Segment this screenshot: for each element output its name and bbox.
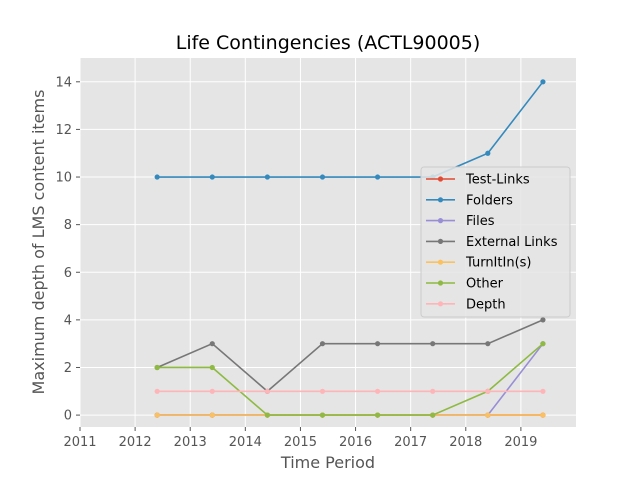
data-point — [264, 174, 270, 180]
x-axis-label: Time Period — [280, 453, 375, 472]
data-point — [540, 79, 546, 85]
legend-label: Folders — [466, 193, 513, 208]
series-line — [157, 81, 544, 178]
legend-marker — [437, 176, 444, 182]
data-point — [375, 412, 381, 418]
legend-item-files[interactable]: Files — [426, 214, 495, 229]
y-tick-label: 10 — [55, 171, 72, 186]
series-depth — [154, 388, 546, 394]
data-point — [209, 341, 215, 347]
data-point — [540, 341, 546, 347]
x-tick-label: 2013 — [174, 435, 207, 450]
x-tick-label: 2018 — [449, 435, 482, 450]
data-point — [154, 412, 160, 418]
legend-label: TurnItIn(s) — [465, 256, 531, 271]
data-point — [319, 174, 326, 180]
series-external-links — [154, 317, 546, 394]
y-axis: 0 2 4 6 8 10 12 14 — [55, 75, 80, 424]
data-point — [264, 388, 270, 394]
data-point — [209, 388, 215, 394]
series-other — [154, 341, 546, 418]
chart-title: Life Contingencies (ACTL90005) — [176, 32, 481, 54]
data-point — [430, 388, 436, 394]
y-tick-label: 12 — [55, 123, 72, 138]
data-point — [154, 388, 160, 394]
legend-box — [420, 166, 571, 318]
data-point — [485, 341, 491, 347]
legend-label: External Links — [466, 235, 558, 250]
legend-label: Files — [466, 214, 495, 229]
x-tick-label: 2014 — [229, 435, 262, 450]
legend-marker — [437, 301, 444, 307]
legend-item-other[interactable]: Other — [426, 277, 504, 292]
y-tick-label: 0 — [64, 409, 72, 424]
x-tick-label: 2012 — [119, 435, 152, 450]
x-tick-label: 2019 — [504, 435, 537, 450]
data-point — [430, 412, 436, 418]
y-axis-label: Maximum depth of LMS content items — [29, 90, 48, 395]
data-point — [319, 412, 326, 418]
data-point — [264, 412, 270, 418]
series-line — [157, 343, 544, 416]
data-point — [154, 174, 160, 180]
data-point — [375, 388, 381, 394]
legend[interactable]: Test-Links Folders Files External Links Turn… — [420, 166, 571, 318]
y-tick-label: 4 — [64, 313, 72, 328]
legend-item-test-links[interactable]: Test-Links — [426, 173, 530, 188]
legend-marker — [437, 197, 444, 203]
legend-label: Other — [466, 277, 504, 292]
data-point — [209, 364, 215, 371]
data-point — [154, 364, 160, 371]
data-point — [540, 388, 546, 394]
legend-item-external-links[interactable]: External Links — [426, 235, 558, 250]
y-tick-label: 8 — [64, 218, 72, 233]
data-point — [319, 341, 326, 347]
data-point — [485, 412, 491, 418]
data-point — [540, 317, 546, 323]
data-point — [540, 412, 546, 418]
data-point — [485, 388, 491, 394]
data-point — [485, 150, 491, 156]
y-tick-label: 14 — [55, 75, 72, 90]
x-tick-label: 2017 — [394, 435, 427, 450]
data-point — [319, 388, 326, 394]
y-tick-label: 2 — [64, 361, 72, 376]
data-point — [375, 341, 381, 347]
legend-item-depth[interactable]: Depth — [426, 297, 506, 312]
series-line — [156, 319, 544, 393]
series-lines — [154, 79, 546, 418]
data-point — [209, 174, 215, 180]
x-axis: 2011 2012 2013 2014 2015 2016 2017 2018 2019 — [63, 427, 537, 450]
x-tick-label: 2016 — [339, 435, 372, 450]
legend-label: Depth — [466, 297, 506, 312]
x-tick-label: 2015 — [284, 435, 317, 450]
legend-marker — [437, 218, 444, 224]
legend-marker — [437, 259, 444, 265]
data-point — [209, 412, 215, 418]
y-tick-label: 6 — [64, 266, 72, 281]
legend-marker — [437, 280, 444, 286]
x-tick-label: 2011 — [63, 435, 96, 450]
data-point — [430, 341, 436, 347]
legend-item-folders[interactable]: Folders — [426, 193, 513, 208]
data-point — [375, 174, 381, 180]
legend-item-turnitin-s[interactable]: TurnItIn(s) — [426, 256, 531, 271]
legend-marker — [437, 238, 444, 244]
legend-label: Test-Links — [465, 173, 530, 188]
